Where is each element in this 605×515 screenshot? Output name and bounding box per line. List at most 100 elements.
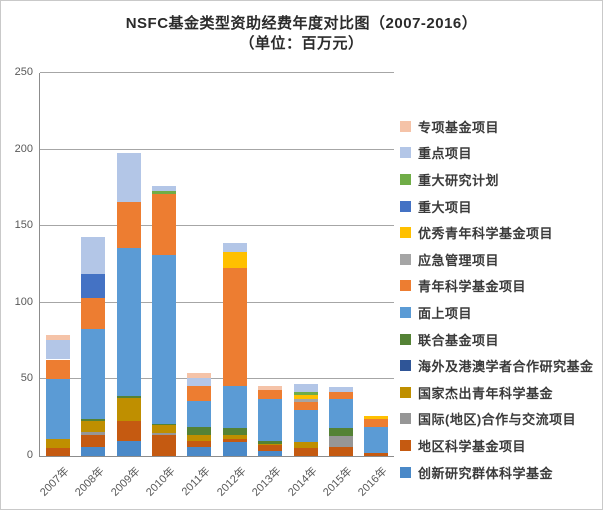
bar-segment	[187, 446, 212, 456]
legend-swatch-icon	[400, 173, 411, 185]
bar-segment	[328, 446, 353, 456]
legend-item: 地区科学基金项目	[400, 432, 594, 459]
bar-segment	[293, 394, 318, 400]
bar-segment	[187, 434, 212, 441]
bar-segment	[116, 247, 141, 397]
bar-segment	[222, 434, 247, 440]
bar-segment	[258, 443, 283, 446]
legend-label: 重大研究计划	[418, 172, 500, 188]
bar-segment	[293, 402, 318, 411]
bar-segment	[151, 433, 176, 435]
bar-segment	[116, 396, 141, 398]
stacked-bar-2011年	[187, 73, 212, 456]
legend-item: 国际(地区)合作与交流项目	[400, 406, 594, 433]
legend-swatch-icon	[400, 413, 411, 425]
legend-swatch-icon	[400, 253, 411, 265]
legend-item: 重大项目	[400, 193, 594, 220]
bar-segment	[81, 431, 106, 435]
stacked-bar-2016年	[364, 73, 389, 456]
legend-swatch-icon	[400, 200, 411, 212]
bar-segment	[116, 420, 141, 441]
stacked-bar-2007年	[45, 73, 70, 456]
legend-swatch-icon	[400, 227, 411, 239]
bar-segment	[222, 385, 247, 429]
bar-segment	[151, 425, 176, 434]
bar-segment	[293, 442, 318, 449]
bar-segment	[81, 273, 106, 299]
bar-segment	[45, 448, 70, 456]
bar-segment	[328, 387, 353, 392]
y-tick-label-200: 200	[14, 142, 33, 155]
chart-subtitle-unit: （单位：百万元）	[239, 35, 364, 52]
bar-segment	[222, 439, 247, 443]
chart-title: NSFC基金类型资助经费年度对比图（2007-2016）	[125, 15, 478, 32]
legend: 专项基金项目 重点项目重大研究计划 重大项目优秀青年科学基金项目 应急管理项目青年科学…	[400, 113, 594, 485]
bar-segment	[45, 334, 70, 340]
bar-segment	[187, 440, 212, 447]
bar-segment	[187, 385, 212, 401]
bar-segment	[45, 439, 70, 449]
bar-segment	[328, 436, 353, 447]
bar-segment	[116, 201, 141, 248]
bar-segment	[364, 419, 389, 427]
bar-segment	[222, 243, 247, 253]
legend-item: 创新研究群体科学基金	[400, 459, 594, 486]
bar-segment	[364, 426, 389, 453]
legend-label: 优秀青年科学基金项目	[418, 226, 554, 242]
legend-item: 联合基金项目	[400, 326, 594, 353]
legend-swatch-icon	[400, 306, 411, 318]
legend-swatch-icon	[400, 120, 411, 132]
stacked-bar-2008年	[81, 73, 106, 456]
gridline-y-50	[40, 378, 394, 380]
legend-swatch-icon	[400, 280, 411, 292]
legend-label: 国家杰出青年科学基金	[418, 385, 554, 401]
legend-label: 海外及港澳学者合作研究基金	[418, 359, 594, 375]
bar-segment	[81, 419, 106, 421]
legend-label: 专项基金项目	[418, 119, 500, 135]
gridline-y-250	[40, 72, 394, 73]
bar-segment	[151, 186, 176, 191]
bar-segment	[151, 255, 176, 424]
stacked-bar-2012年	[222, 73, 247, 456]
bar-segment	[328, 399, 353, 429]
legend-swatch-icon	[400, 333, 411, 345]
legend-item: 专项基金项目	[400, 113, 594, 140]
legend-label: 重大项目	[418, 199, 473, 215]
legend-item: 应急管理项目	[400, 246, 594, 273]
legend-item: 面上项目	[400, 299, 594, 326]
legend-label: 国际(地区)合作与交流项目	[418, 412, 577, 428]
bar-segment	[187, 426, 212, 435]
gridline-y-200	[40, 148, 394, 150]
bar-segment	[81, 298, 106, 329]
bar-segment	[222, 442, 247, 456]
legend-label: 地区科学基金项目	[418, 438, 527, 454]
bar-segment	[116, 152, 141, 202]
plot-area	[39, 72, 394, 457]
bar-segment	[151, 423, 176, 426]
gridline-y-100	[40, 301, 394, 303]
bar-segment	[222, 428, 247, 435]
legend-item: 重大研究计划	[400, 166, 594, 193]
legend-label: 面上项目	[418, 305, 473, 321]
legend-swatch-icon	[400, 386, 411, 398]
legend-item: 青年科学基金项目	[400, 273, 594, 300]
bar-segment	[116, 440, 141, 456]
bar-segment	[222, 252, 247, 268]
bar-segment	[81, 446, 106, 456]
bar-segment	[364, 416, 389, 420]
y-tick-label-250: 250	[14, 66, 33, 78]
legend-label: 重点项目	[418, 146, 473, 162]
bar-segment	[116, 397, 141, 421]
y-tick-label-150: 150	[14, 219, 33, 232]
legend-label: 应急管理项目	[418, 252, 500, 268]
bar-segment	[293, 391, 318, 395]
legend-item: 重点项目	[400, 140, 594, 167]
bar-segment	[45, 359, 70, 380]
bar-segment	[293, 448, 318, 456]
bar-segment	[328, 428, 353, 437]
stacked-bar-2009年	[116, 73, 141, 456]
stacked-bar-2010年	[151, 73, 176, 456]
bar-segment	[258, 399, 283, 441]
stacked-bar-2015年	[328, 73, 353, 456]
